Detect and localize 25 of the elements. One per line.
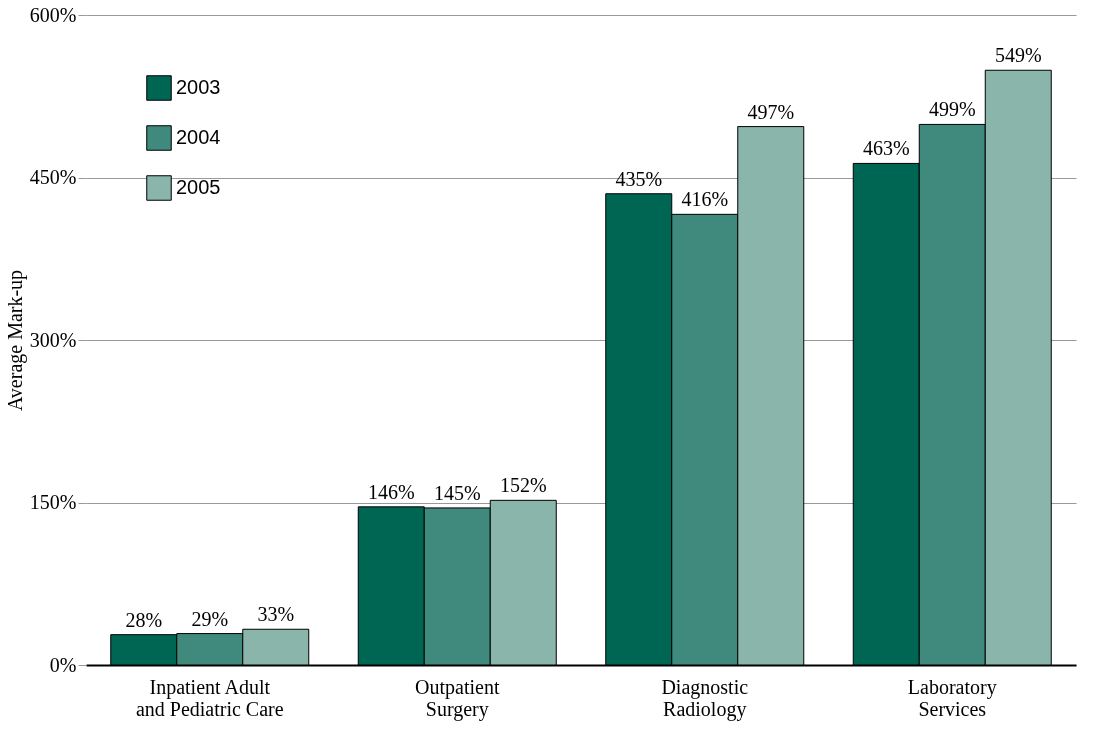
- data-label: 146%: [367, 480, 415, 503]
- data-label: 29%: [191, 607, 229, 630]
- data-label: 435%: [615, 167, 663, 190]
- data-label: 145%: [433, 481, 481, 504]
- data-label: 497%: [747, 100, 795, 123]
- legend-label: 2005: [176, 176, 221, 198]
- legend-label: 2003: [176, 76, 221, 98]
- legend-label: 2004: [176, 126, 221, 148]
- data-label: 152%: [499, 474, 547, 497]
- y-tick-label: 600%: [29, 3, 77, 26]
- x-tick-label: Diagnostic Radiology: [661, 675, 749, 721]
- y-tick-label: 150%: [29, 491, 77, 513]
- data-label: 549%: [994, 44, 1042, 67]
- data-label: 28%: [125, 608, 163, 631]
- y-tick-label: 0%: [49, 653, 77, 676]
- y-tick-label: 300%: [29, 328, 77, 351]
- data-label: 33%: [257, 603, 295, 626]
- x-tick-label: Laboratory Services: [907, 675, 997, 720]
- x-tick-label: Outpatient Surgery: [415, 675, 500, 721]
- y-axis-title: Average Mark-up: [3, 269, 27, 412]
- data-label: 416%: [681, 188, 729, 211]
- y-tick-label: 450%: [29, 166, 77, 188]
- data-label: 463%: [862, 137, 910, 160]
- data-label: 499%: [928, 98, 976, 121]
- x-tick-label: Inpatient Adult and Pediatric Care: [135, 675, 284, 720]
